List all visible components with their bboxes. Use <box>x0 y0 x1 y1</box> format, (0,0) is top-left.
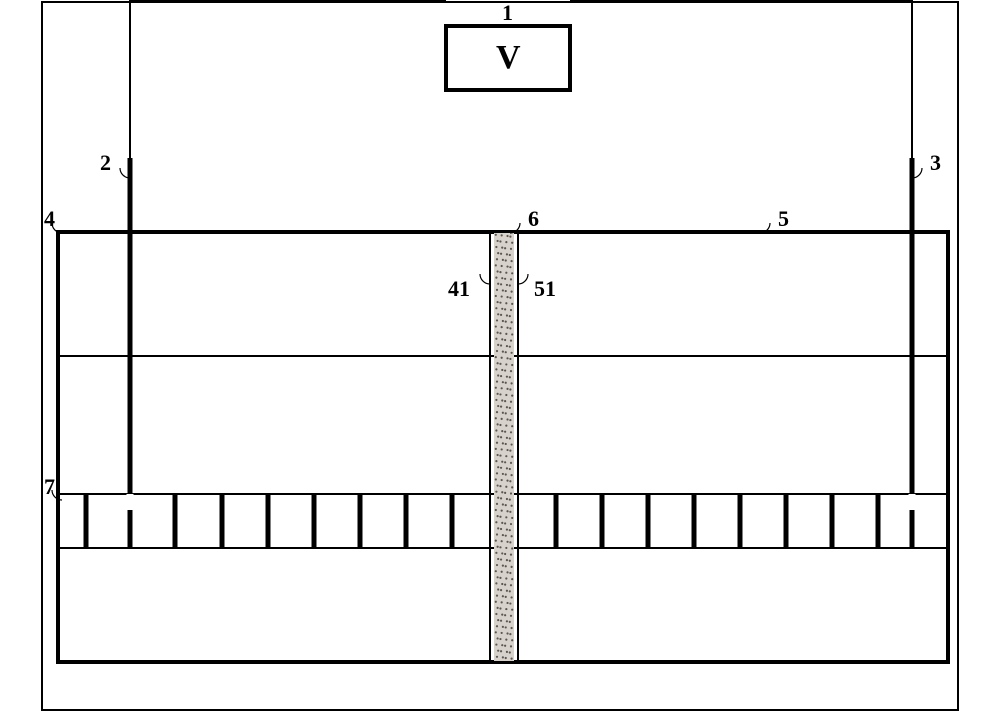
callout-51: 51 <box>534 276 556 302</box>
callout-2: 2 <box>100 150 111 176</box>
callout-5: 5 <box>778 206 789 232</box>
membrane-fill <box>494 232 514 662</box>
callout-1: 1 <box>502 0 513 26</box>
diagram-svg <box>0 0 1000 712</box>
callout-6: 6 <box>528 206 539 232</box>
voltmeter-symbol: V <box>496 39 521 77</box>
callout-3: 3 <box>930 150 941 176</box>
diagram-stage: V 1 2 3 4 5 6 7 41 51 <box>0 0 1000 712</box>
callout-7: 7 <box>44 474 55 500</box>
callout-41: 41 <box>448 276 470 302</box>
callout-4: 4 <box>44 206 55 232</box>
